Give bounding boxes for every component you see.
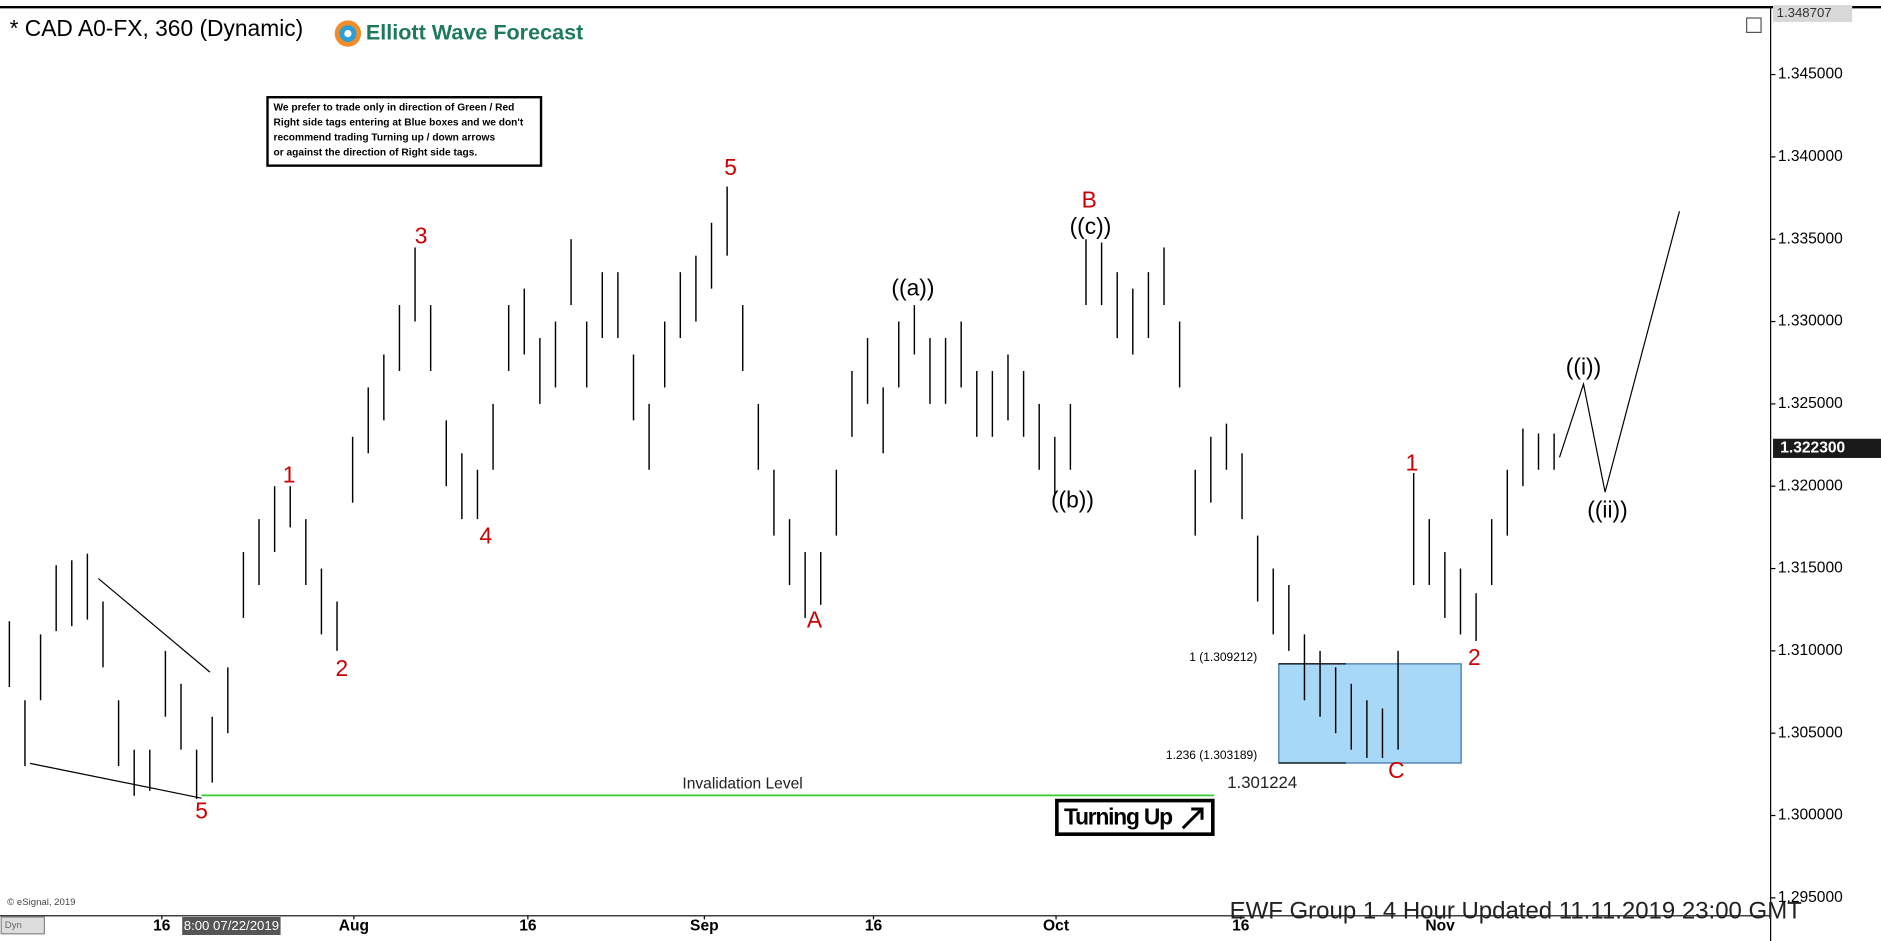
signal-arrow — [1181, 807, 1204, 830]
wave-label: ((a)) — [891, 274, 934, 300]
notice-box — [266, 96, 543, 167]
top-price-box — [1773, 5, 1853, 22]
y-tick-label: 1.300000 — [1778, 807, 1843, 824]
wedge — [29, 578, 211, 799]
cursor-label: 8:00 07/22/2019 — [184, 918, 279, 933]
notice-line: Right side tags entering at Blue boxes a… — [274, 118, 524, 129]
signal-box: Turning Up — [1055, 798, 1215, 836]
wave-label: ((i)) — [1566, 353, 1601, 379]
signal-frame — [1055, 798, 1215, 836]
y-tick-label: 1.325000 — [1778, 395, 1843, 412]
wave-label: 3 — [415, 223, 428, 249]
last-price-label: 1.322300 — [1780, 439, 1845, 456]
x-tick-label: 16 — [865, 918, 883, 935]
y-tick-label: 1.340000 — [1778, 148, 1843, 165]
y-tick-label: 1.320000 — [1778, 477, 1843, 494]
y-tick-label: 1.310000 — [1778, 642, 1843, 659]
wave-label: 1 — [283, 462, 296, 488]
wave-label: B — [1082, 187, 1097, 213]
wedge-line — [97, 578, 211, 673]
footer: EWF Group 1 4 Hour Updated 11.11.2019 23… — [1230, 898, 1803, 925]
chart-title: * CAD A0-FX, 360 (Dynamic) — [10, 15, 304, 41]
notice-line: recommend trading Turning up / down arro… — [274, 133, 496, 144]
y-tick-label: 1.295000 — [1778, 889, 1843, 906]
invalidation-value: 1.301224 — [1227, 773, 1297, 792]
y-tick-label: 1.305000 — [1778, 724, 1843, 741]
signal-label: Turning Up — [1064, 804, 1172, 830]
fib-label: 1.236 (1.303189) — [1166, 748, 1257, 762]
last-price-box — [1773, 438, 1881, 458]
wave-label: ((ii)) — [1587, 496, 1627, 522]
wave-label: 4 — [480, 523, 493, 549]
x-tick-label: Nov — [1425, 918, 1455, 935]
corner-box — [0, 916, 45, 935]
corner-label: Dyn — [5, 920, 22, 931]
wave-label: ((c)) — [1070, 213, 1112, 239]
x-tick-label: 16 — [519, 918, 537, 935]
wedge-line — [29, 762, 202, 799]
fib-box — [1278, 663, 1462, 764]
wave-label: ((b)) — [1051, 487, 1094, 513]
wave-label: 5 — [724, 154, 737, 180]
wave-label: C — [1388, 757, 1404, 783]
fib-label: 1 (1.309212) — [1189, 650, 1257, 664]
x-tick-label: Oct — [1043, 918, 1069, 935]
wave-label: 1 — [1406, 450, 1419, 476]
x-tick-label: Aug — [339, 918, 369, 935]
y-tick-label: 1.330000 — [1778, 313, 1843, 330]
x-tick-label: Sep — [690, 918, 719, 935]
logo: Elliott Wave Forecast — [334, 19, 583, 47]
wave-label: 2 — [1468, 644, 1481, 670]
wave-label: A — [807, 607, 823, 633]
window-icon — [1746, 17, 1762, 34]
projection-path — [1558, 211, 1681, 493]
wave-label: 5 — [195, 798, 208, 824]
cursor-box — [182, 916, 281, 935]
logo-text: Elliott Wave Forecast — [366, 19, 583, 44]
y-tick-label: 1.345000 — [1778, 66, 1843, 83]
y-tick-label: 1.335000 — [1778, 230, 1843, 247]
top-price-label: 1.348707 — [1777, 5, 1832, 20]
notice-line: or against the direction of Right side t… — [274, 148, 478, 159]
invalidation-label: Invalidation Level — [682, 776, 802, 793]
wave-label: 2 — [336, 655, 349, 681]
x-tick-label: 16 — [153, 918, 171, 935]
y-tick-label: 1.315000 — [1778, 560, 1843, 577]
x-tick-label: 16 — [1232, 918, 1250, 935]
source-label: © eSignal, 2019 — [7, 897, 75, 908]
logo-icon-core — [344, 30, 352, 38]
notice-line: We prefer to trade only in direction of … — [274, 103, 515, 114]
